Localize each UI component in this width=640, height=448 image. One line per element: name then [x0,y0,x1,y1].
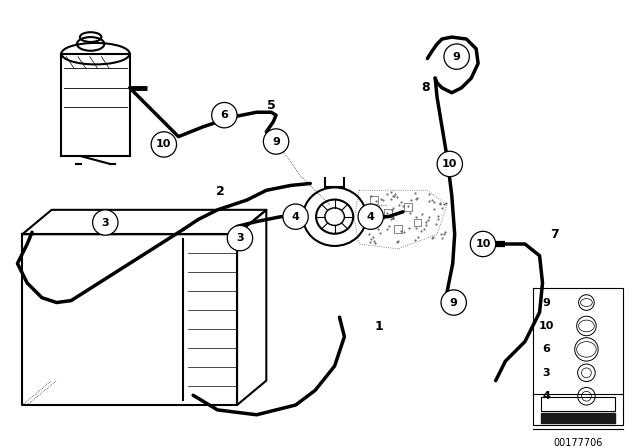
Text: 9: 9 [543,297,550,307]
Circle shape [444,44,469,69]
Circle shape [264,129,289,154]
Text: 7: 7 [550,228,559,241]
Text: 4: 4 [543,391,550,401]
Text: 4: 4 [367,211,374,222]
Text: 5: 5 [267,99,276,112]
Text: 10: 10 [442,159,458,169]
Text: 9: 9 [272,137,280,146]
Text: 2: 2 [216,185,225,198]
Text: 10: 10 [156,139,172,150]
Text: 4: 4 [292,211,300,222]
Text: 6: 6 [220,110,228,120]
Circle shape [437,151,463,177]
Bar [394,225,402,233]
Bar [413,219,422,226]
Text: 9: 9 [450,297,458,307]
Circle shape [212,103,237,128]
Circle shape [470,231,495,257]
Text: 10: 10 [476,239,491,249]
Circle shape [227,225,253,251]
Text: 3: 3 [236,233,244,243]
Text: 9: 9 [452,52,461,62]
Circle shape [358,204,383,229]
Text: 3: 3 [102,218,109,228]
Text: 1: 1 [374,320,383,333]
Polygon shape [541,397,615,411]
Bar [370,196,378,204]
Circle shape [93,210,118,235]
Circle shape [283,204,308,229]
Text: 3: 3 [543,368,550,378]
Text: 10: 10 [539,321,554,331]
Circle shape [441,290,467,315]
Polygon shape [541,413,615,422]
Bar [404,203,412,211]
Bar [385,209,392,217]
Text: 8: 8 [421,82,429,95]
Text: 00177706: 00177706 [553,438,602,448]
Text: 6: 6 [543,345,550,354]
Circle shape [151,132,177,157]
